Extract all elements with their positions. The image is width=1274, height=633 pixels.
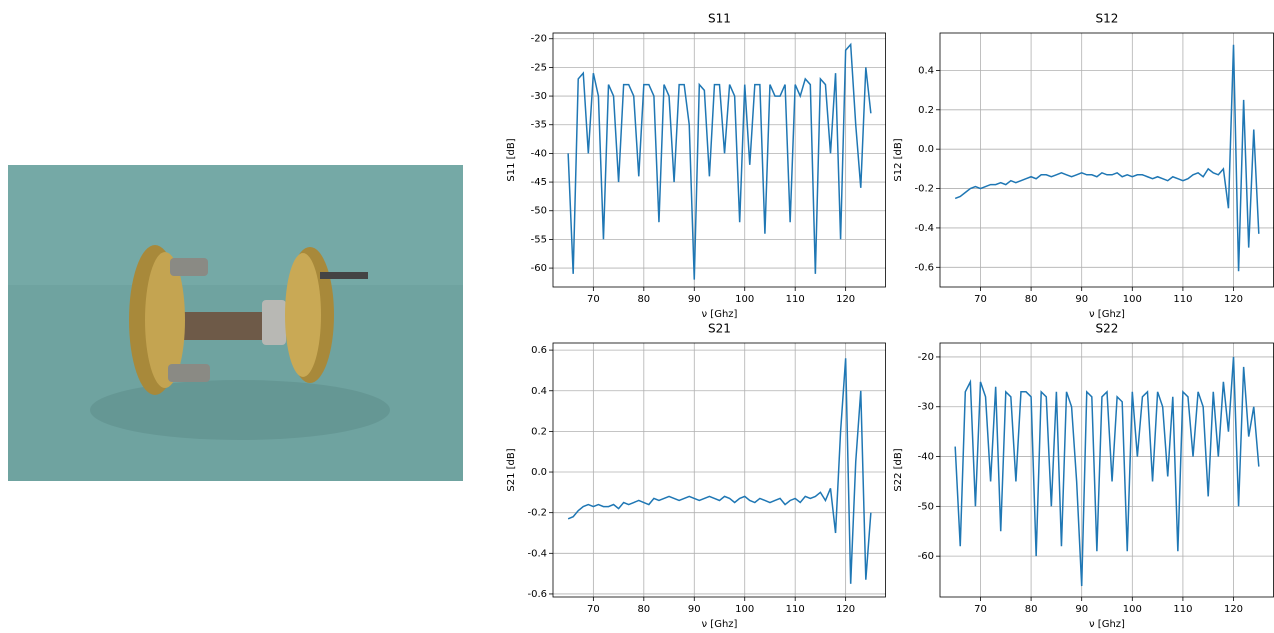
axes-frame [552,32,886,288]
y-tick-label: -40 [918,452,934,463]
chart-title: S12 [1096,12,1119,26]
y-tick-label: 0.4 [918,65,934,76]
photo [8,165,463,481]
x-axis-label: ν [Ghz] [702,309,738,320]
photo-shade [8,165,463,285]
x-tick-label: 120 [836,294,855,305]
x-axis-label: ν [Ghz] [702,619,738,630]
waveguide-collar [262,300,286,345]
x-tick-label: 70 [974,604,987,615]
y-axis-label: S11 [dB] [506,138,517,181]
flange-left-face [145,252,185,388]
y-tick-label: -25 [531,62,547,73]
y-tick-label: -20 [918,352,934,363]
x-tick-label: 110 [786,604,805,615]
data-line [567,42,872,280]
y-tick-label: 0.4 [531,386,547,397]
y-axis-label: S21 [dB] [506,448,517,491]
y-tick-label: -50 [918,501,934,512]
y-tick-label: -0.2 [527,508,547,519]
x-tick-label: 100 [735,604,754,615]
x-tick-label: 100 [735,294,754,305]
chart-title: S21 [708,322,731,336]
y-tick-label: -45 [531,177,547,188]
y-tick-label: -30 [531,91,547,102]
data-line [954,44,1260,272]
x-tick-label: 80 [637,294,650,305]
x-tick-label: 110 [786,294,805,305]
y-tick-label: -40 [531,148,547,159]
y-tick-label: 0.2 [918,105,934,116]
x-tick-label: 120 [1224,294,1243,305]
y-tick-label: 0.0 [531,467,547,478]
x-tick-label: 120 [836,604,855,615]
y-tick-label: -60 [531,263,547,274]
y-tick-label: 0.0 [918,144,934,155]
y-tick-label: -0.2 [914,184,934,195]
subplot: 70 80 90 100 110 120 -0.6 -0.4 -0.2 0.0 0.2 0.4 S12 ν… [893,12,1274,320]
x-tick-label: 100 [1123,604,1142,615]
x-axis-label: ν [Ghz] [1089,309,1125,320]
y-axis-label: S22 [dB] [893,448,904,491]
photo-shadow [90,380,390,440]
x-tick-label: 90 [688,294,701,305]
y-axis-label: S12 [dB] [893,138,904,181]
y-tick-label: -0.6 [527,589,547,600]
y-tick-label: -35 [531,120,547,131]
data-line [954,356,1260,587]
screw-bottom [168,364,210,382]
chart-title: S11 [708,12,731,26]
subplot: 70 80 90 100 110 120 -60 -50 -40 -30 -20 S22 ν [Ghz]… [893,322,1274,630]
x-tick-label: 110 [1173,294,1192,305]
y-tick-label: -55 [531,234,547,245]
pin [320,272,368,279]
y-tick-label: 0.2 [531,426,547,437]
y-tick-label: -30 [918,402,934,413]
x-tick-label: 90 [688,604,701,615]
x-tick-label: 70 [587,604,600,615]
data-line [567,358,872,584]
waveguide-body [180,312,270,340]
x-tick-label: 100 [1123,294,1142,305]
x-tick-label: 80 [1025,294,1038,305]
x-axis-label: ν [Ghz] [1089,619,1125,630]
x-tick-label: 80 [637,604,650,615]
x-tick-label: 120 [1224,604,1243,615]
axes-frame [939,32,1274,288]
screw-top [170,258,208,276]
x-tick-label: 70 [587,294,600,305]
x-tick-label: 90 [1075,604,1088,615]
x-tick-label: 110 [1173,604,1192,615]
y-tick-label: -0.4 [914,223,934,234]
y-tick-label: -0.4 [527,548,547,559]
y-tick-label: -20 [531,34,547,45]
subplot: 70 80 90 100 110 120 -60 -55 -50 -45 -40 -35 -30 -25 -… [506,12,886,320]
x-tick-label: 80 [1025,604,1038,615]
y-tick-label: 0.6 [531,345,547,356]
y-tick-label: -0.6 [914,262,934,273]
y-tick-label: -50 [531,206,547,217]
x-tick-label: 70 [974,294,987,305]
axes-frame [552,342,886,598]
chart-title: S22 [1096,322,1119,336]
subplot: 70 80 90 100 110 120 -0.6 -0.4 -0.2 0.0 0.2 0.4 0.6 S… [506,322,886,630]
flange-right-face [285,253,321,377]
y-tick-label: -60 [918,551,934,562]
x-tick-label: 90 [1075,294,1088,305]
